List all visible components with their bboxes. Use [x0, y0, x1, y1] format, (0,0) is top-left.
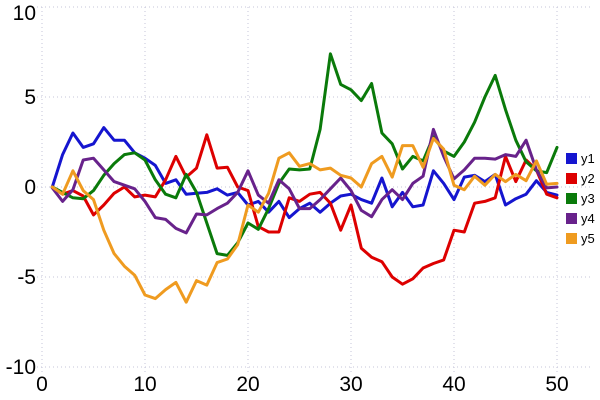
series-line-y3	[50, 52, 559, 257]
series-line-y5	[50, 136, 559, 304]
x-tick-label: 40	[442, 373, 465, 396]
x-tick-label: 10	[133, 373, 156, 396]
y-tick-label: -5	[17, 266, 36, 289]
x-tick-label: 50	[545, 373, 568, 396]
x-tick-label: 20	[236, 373, 259, 396]
y-tick-label: -10	[6, 356, 36, 379]
series-line-y4	[50, 127, 559, 235]
y-tick-label: 0	[24, 176, 36, 199]
y-tick-label: 10	[13, 2, 36, 25]
x-tick-label: 0	[36, 373, 48, 396]
y-tick-label: 5	[24, 86, 36, 109]
series-line-y2	[50, 133, 559, 286]
x-tick-label: 30	[339, 373, 362, 396]
series-line-y1	[50, 126, 559, 220]
